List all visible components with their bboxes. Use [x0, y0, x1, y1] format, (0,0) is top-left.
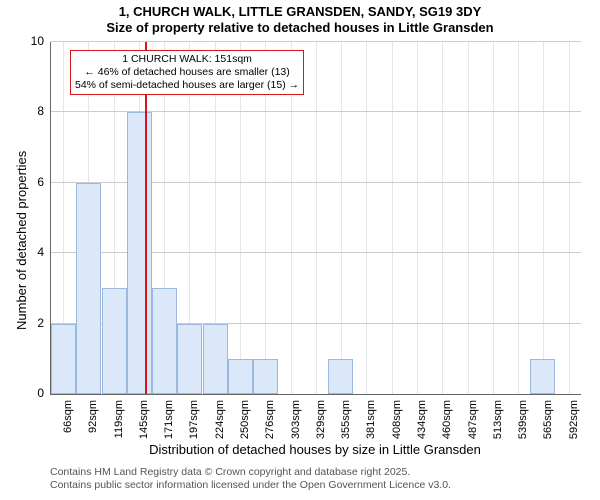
gridline-v [392, 42, 393, 394]
x-tick-label: 145sqm [138, 400, 150, 450]
x-tick-label: 487sqm [467, 400, 479, 450]
x-tick-label: 224sqm [214, 400, 226, 450]
gridline-v [543, 42, 544, 394]
gridline-v [341, 42, 342, 394]
x-tick-label: 460sqm [441, 400, 453, 450]
chart-container: 1, CHURCH WALK, LITTLE GRANSDEN, SANDY, … [0, 0, 600, 500]
y-tick-label: 4 [22, 245, 44, 259]
x-tick-label: 513sqm [492, 400, 504, 450]
x-tick-label: 592sqm [568, 400, 580, 450]
footer-line-2: Contains public sector information licen… [50, 479, 451, 492]
annotation-box: 1 CHURCH WALK: 151sqm← 46% of detached h… [70, 50, 304, 95]
x-tick-label: 565sqm [542, 400, 554, 450]
x-tick-label: 250sqm [239, 400, 251, 450]
y-tick-label: 8 [22, 104, 44, 118]
footer-line-1: Contains HM Land Registry data © Crown c… [50, 466, 451, 479]
x-tick-label: 434sqm [416, 400, 428, 450]
gridline-v [569, 42, 570, 394]
x-tick-label: 119sqm [113, 400, 125, 450]
histogram-bar [203, 324, 228, 394]
y-tick-label: 6 [22, 175, 44, 189]
annot-line-1: 1 CHURCH WALK: 151sqm [75, 53, 299, 66]
x-tick-label: 92sqm [87, 400, 99, 450]
histogram-bar [102, 288, 127, 394]
x-tick-label: 303sqm [290, 400, 302, 450]
x-tick-label: 539sqm [517, 400, 529, 450]
title-line-1: 1, CHURCH WALK, LITTLE GRANSDEN, SANDY, … [0, 0, 600, 20]
gridline-v [493, 42, 494, 394]
histogram-bar [253, 359, 278, 394]
gridline-v [366, 42, 367, 394]
annot-line-3: 54% of semi-detached houses are larger (… [75, 79, 299, 92]
gridline-v [468, 42, 469, 394]
y-tick-label: 0 [22, 386, 44, 400]
histogram-bar [228, 359, 253, 394]
y-tick-label: 2 [22, 316, 44, 330]
x-tick-label: 355sqm [340, 400, 352, 450]
gridline-v [518, 42, 519, 394]
histogram-bar [328, 359, 353, 394]
x-tick-label: 66sqm [62, 400, 74, 450]
y-tick-label: 10 [22, 34, 44, 48]
x-tick-label: 381sqm [365, 400, 377, 450]
footer-attribution: Contains HM Land Registry data © Crown c… [50, 466, 451, 492]
annot-line-2: ← 46% of detached houses are smaller (13… [75, 66, 299, 79]
histogram-bar [177, 324, 202, 394]
gridline-h [51, 41, 581, 42]
x-tick-label: 329sqm [315, 400, 327, 450]
histogram-bar [127, 112, 152, 394]
gridline-v [316, 42, 317, 394]
x-tick-label: 408sqm [391, 400, 403, 450]
histogram-bar [530, 359, 555, 394]
x-tick-label: 276sqm [264, 400, 276, 450]
title-line-2: Size of property relative to detached ho… [0, 20, 600, 36]
x-tick-label: 171sqm [163, 400, 175, 450]
gridline-v [442, 42, 443, 394]
histogram-bar [51, 324, 76, 394]
gridline-v [417, 42, 418, 394]
histogram-bar [76, 183, 101, 394]
x-tick-label: 197sqm [188, 400, 200, 450]
histogram-bar [152, 288, 177, 394]
